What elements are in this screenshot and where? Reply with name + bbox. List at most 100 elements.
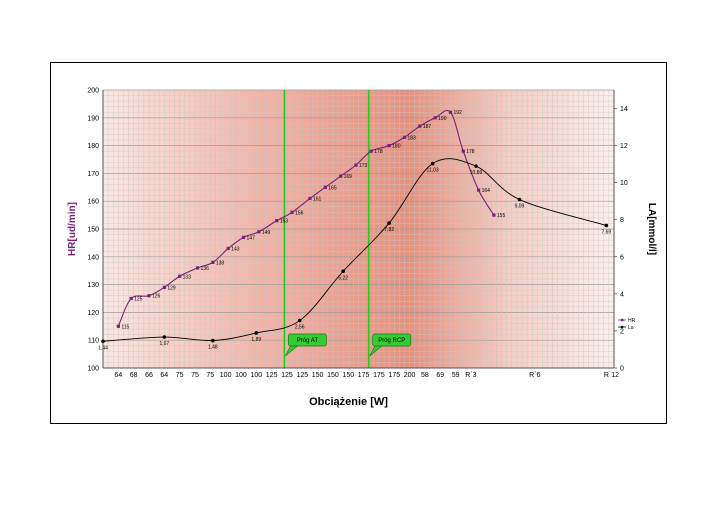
hr-series-data-label: 165 <box>328 185 337 191</box>
la-series-point <box>297 318 302 323</box>
y-left-tick-label: 170 <box>87 171 99 178</box>
x-tick-label: 100 <box>235 372 247 379</box>
hr-series-data-label: 183 <box>407 135 416 141</box>
hr-series-point <box>448 110 453 114</box>
hr-series-data-label: 115 <box>121 324 129 330</box>
hr-series-data-label: 156 <box>295 210 304 216</box>
hr-series-point <box>308 196 312 201</box>
threshold-callout-box <box>372 333 412 347</box>
hr-series-point <box>211 260 215 264</box>
hr-series-point <box>339 174 343 178</box>
hr-series-data-label: 192 <box>453 110 462 116</box>
hr-series-data-label: 161 <box>313 196 322 202</box>
x-tick-label: 125 <box>266 372 278 379</box>
hr-series-point <box>461 149 465 153</box>
y-left-tick-label: 110 <box>88 338 99 345</box>
y-right-tick-label: 0 <box>620 366 624 373</box>
hr-series-data-label: 129 <box>167 285 176 291</box>
hr-series-point <box>418 124 422 128</box>
hr-series-data-label: 149 <box>262 230 271 236</box>
y-right-tick-label: 6 <box>620 254 624 261</box>
legend-marker <box>620 325 624 329</box>
x-tick-label: 125 <box>296 372 308 379</box>
hr-series-data-label: 125 <box>134 297 143 303</box>
hr-series-data-label: 169 <box>344 174 353 180</box>
la-series-point <box>474 164 478 168</box>
legend-label: HR <box>628 318 636 324</box>
x-tick-label: 58 <box>421 372 429 379</box>
hr-series-point <box>387 144 391 148</box>
x-tick-label: R`6 <box>529 372 540 379</box>
la-series-data-label: 11,03 <box>427 168 439 174</box>
x-tick-label: 100 <box>250 372 262 379</box>
x-tick-label: 66 <box>145 372 153 379</box>
hr-series-data-label: 143 <box>231 246 240 252</box>
threshold-callouts: Próg AT Próg RCP <box>285 333 412 357</box>
threshold-callout-box <box>288 333 327 347</box>
hr-series-point <box>290 210 294 214</box>
y-right-tick-label: 10 <box>620 180 628 187</box>
x-axis-label: Obciążenie [W] <box>309 396 388 408</box>
y-left-tick-label: 140 <box>87 254 99 261</box>
legend-marker <box>621 318 624 322</box>
x-tick-label: 68 <box>130 372 138 379</box>
threshold-callout-label: Próg AT <box>297 338 319 344</box>
y-left-tick-label: 100 <box>87 366 99 373</box>
y-right-tick-label: 2 <box>620 328 624 335</box>
hr-series-point <box>354 163 358 167</box>
hr-series-data-label: 133 <box>183 274 192 280</box>
la-series-point <box>254 331 259 335</box>
x-tick-label: 75 <box>191 372 199 379</box>
y-left-tick-label: 150 <box>87 227 99 234</box>
hr-series-point <box>257 230 261 234</box>
x-tick-label: 64 <box>160 372 168 379</box>
hr-series-data-label: 155 <box>497 213 506 219</box>
hr-series-data-label: 147 <box>247 235 256 241</box>
x-tick-label: 59 <box>452 372 460 379</box>
hr-series-data-label: 164 <box>482 188 491 194</box>
la-series-line <box>102 158 607 342</box>
hr-series-point <box>476 188 481 192</box>
legend-label: La <box>628 325 634 331</box>
x-tick-label: 64 <box>114 372 122 379</box>
hr-series-data-label: 126 <box>152 294 161 300</box>
la-series-point <box>211 338 215 343</box>
hr-series-point <box>275 219 279 223</box>
hr-series-data-label: 136 <box>201 266 210 272</box>
hr-series-data-label: 138 <box>216 260 225 266</box>
y-axis-right-label: LA[mmol/l] <box>646 203 657 255</box>
x-tick-label: 175 <box>388 372 400 379</box>
la-series-point <box>341 269 345 274</box>
la-series-data-label: 1,89 <box>251 337 261 343</box>
x-tick-label: 175 <box>358 372 370 379</box>
la-series-point <box>162 335 167 339</box>
hr-series-data-label: 178 <box>374 149 383 155</box>
hr-series-data-label: 173 <box>359 163 368 169</box>
hr-series-point <box>147 294 151 298</box>
y-axis-left-label: HR[ud/min] <box>67 202 78 256</box>
hr-series-data-label: 153 <box>280 219 289 225</box>
hr-series-point <box>492 213 496 217</box>
y-left-tick-label: 180 <box>87 143 99 150</box>
x-tick-label: 100 <box>220 372 232 379</box>
x-tick-label: 200 <box>404 372 416 379</box>
la-series-point <box>604 223 609 228</box>
threshold-callout-label: Próg RCP <box>378 338 405 344</box>
x-tick-label: R`12 <box>604 372 619 379</box>
hr-series-point <box>162 285 166 289</box>
y-right-tick-label: 14 <box>620 106 628 113</box>
y-left-tick-label: 120 <box>87 310 99 317</box>
x-tick-label: 125 <box>281 372 293 379</box>
x-tick-label: R`3 <box>465 372 476 379</box>
hr-series-data-label: 190 <box>438 116 447 122</box>
x-tick-label: 150 <box>342 372 354 379</box>
hr-series-point <box>129 296 133 301</box>
la-series-data-label: 7,82 <box>384 227 394 233</box>
hr-series-data-label: 180 <box>392 144 401 150</box>
y-left-tick-label: 130 <box>87 282 99 289</box>
hr-series-data-label: 178 <box>466 149 475 155</box>
x-tick-label: 69 <box>436 372 444 379</box>
hr-series-point <box>241 235 246 239</box>
la-series-data-label: 1,48 <box>208 345 218 351</box>
